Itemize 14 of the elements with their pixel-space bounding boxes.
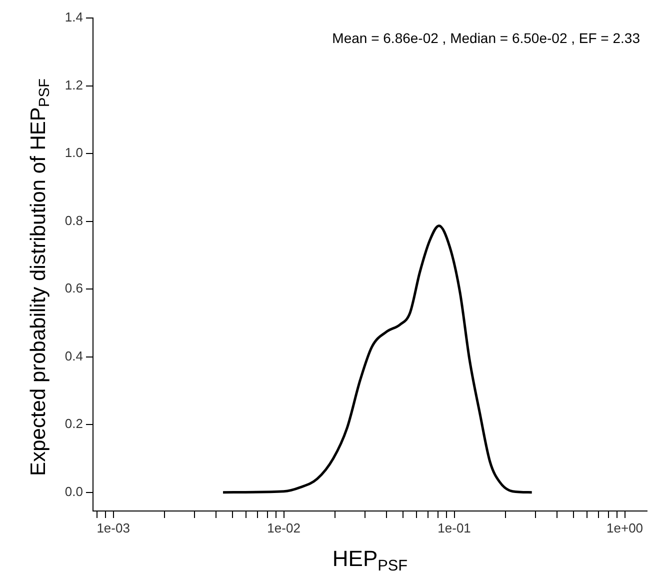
y-tick-label: 0.2 <box>64 416 83 432</box>
annotation: Mean = 6.86e-02 , Median = 6.50e-02 , EF = 2.33 <box>332 30 640 46</box>
y-tick-label: 0.6 <box>64 280 83 296</box>
x-tick-label: 1e+00 <box>606 520 644 536</box>
y-tick-label: 0.4 <box>64 348 83 364</box>
x-tick-label: 1e-02 <box>267 520 300 536</box>
x-axis-title: HEP$_{PSF}$ <box>331 546 409 576</box>
y-tick-label: 1.2 <box>64 77 83 92</box>
x-tick-label: 1e-03 <box>96 520 130 536</box>
x-tick-label: 1e-01 <box>438 520 471 536</box>
y-tick-label: 1.0 <box>64 145 83 160</box>
y-tick-label: 0.0 <box>64 484 83 499</box>
y-tick-label: 1.4 <box>64 10 83 25</box>
y-tick-label: 0.8 <box>64 212 83 228</box>
